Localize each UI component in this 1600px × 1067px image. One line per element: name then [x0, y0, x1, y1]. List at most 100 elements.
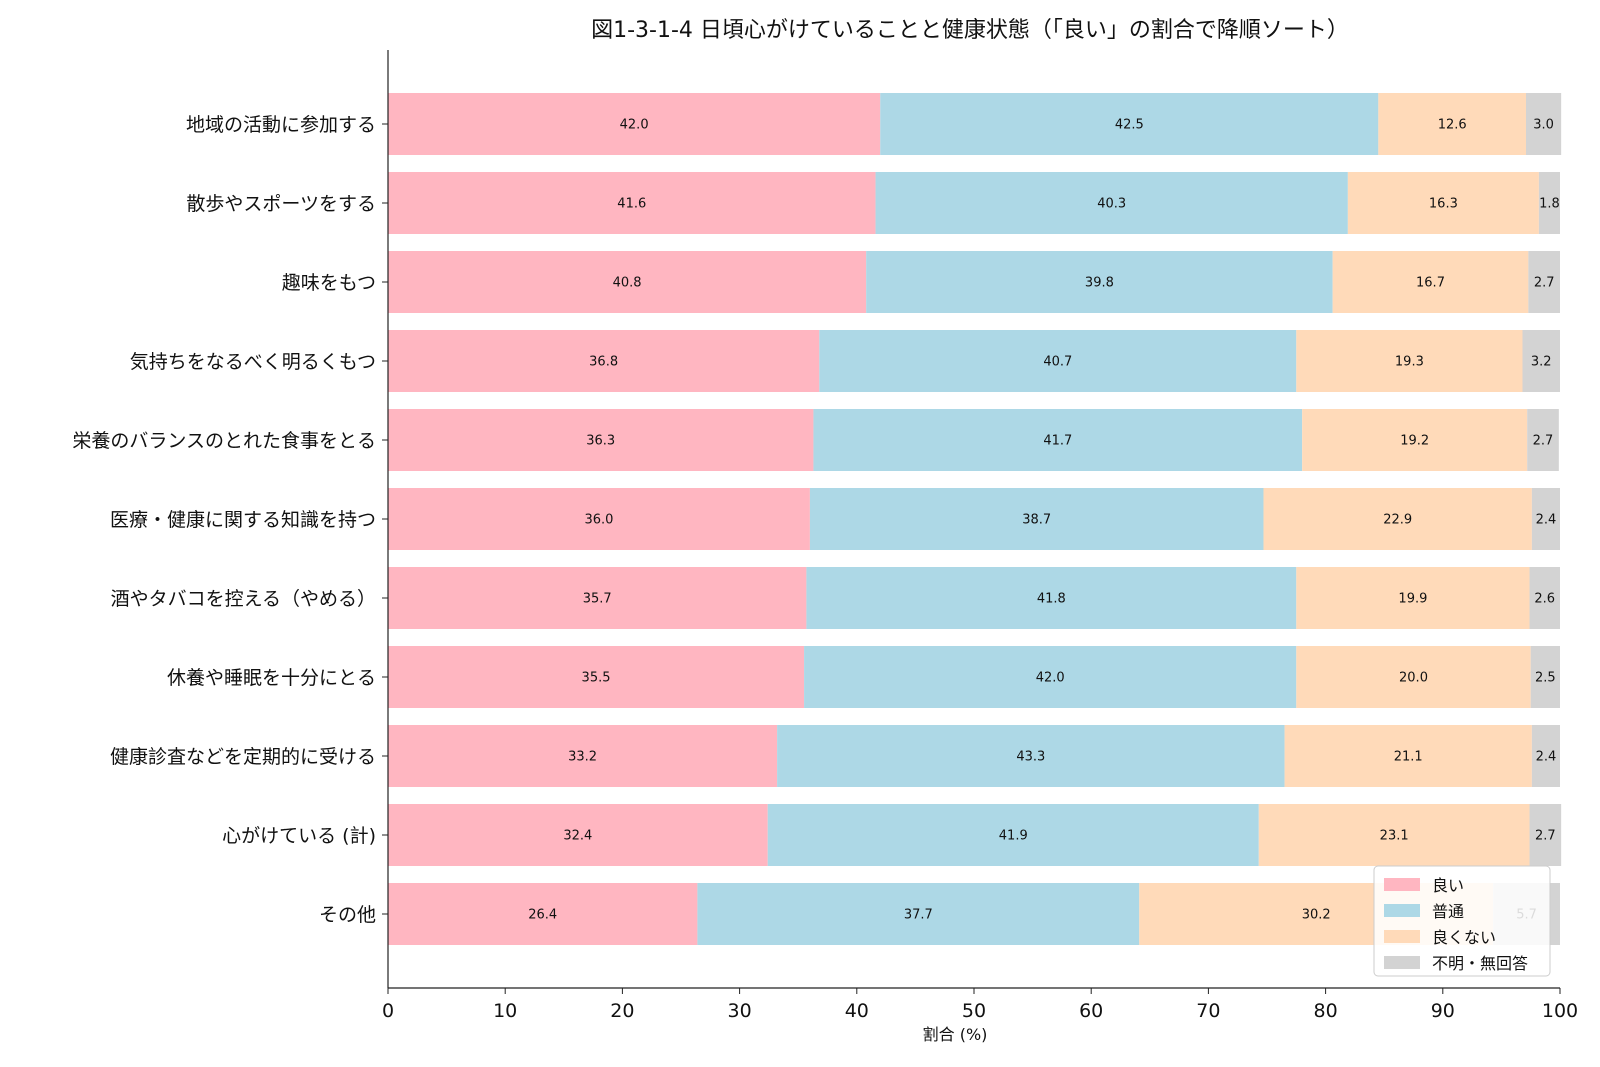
- data-label: 16.7: [1416, 276, 1445, 291]
- bar-segment: [1258, 804, 1530, 866]
- data-label: 2.4: [1536, 750, 1557, 765]
- category-label: 酒やタバコを控える（やめる）: [111, 588, 376, 610]
- data-label: 42.0: [620, 118, 649, 133]
- bar-segment: [880, 93, 1379, 155]
- data-label: 1.8: [1539, 197, 1560, 212]
- x-axis-label: 割合 (%): [923, 1025, 988, 1044]
- data-label: 40.8: [613, 276, 642, 291]
- data-label: 35.7: [583, 592, 612, 607]
- x-tick-label: 30: [728, 1000, 752, 1022]
- x-tick-label: 100: [1542, 1000, 1578, 1022]
- bar-segment: [1347, 172, 1539, 234]
- bar-segment: [388, 251, 867, 313]
- bar-segment: [777, 725, 1285, 787]
- data-label: 37.7: [904, 908, 933, 923]
- data-label: 42.0: [1036, 671, 1065, 686]
- labels-layer: 42.0 42.5 12.6 3.0 41.6 40.3 16.3 1.8 40.8 39.8 16…: [528, 118, 1560, 923]
- legend-label: 良い: [1432, 876, 1464, 895]
- bar-segment: [388, 172, 876, 234]
- data-label: 41.7: [1043, 434, 1072, 449]
- category-label: 地域の活動に参加する: [186, 114, 376, 136]
- x-tick-label: 90: [1431, 1000, 1455, 1022]
- bar-segment: [1538, 172, 1560, 234]
- data-label: 21.1: [1394, 750, 1423, 765]
- bar-segment: [388, 646, 805, 708]
- data-label: 3.2: [1531, 355, 1552, 370]
- bar-segment: [866, 251, 1333, 313]
- bar-segment: [697, 883, 1140, 945]
- data-label: 36.3: [586, 434, 615, 449]
- axes-layer: 地域の活動に参加する散歩やスポーツをする趣味をもつ気持ちをなるべく明るくもつ栄養…: [72, 50, 1578, 1022]
- bar-segment: [388, 567, 807, 629]
- data-label: 2.6: [1534, 592, 1555, 607]
- x-tick-label: 20: [610, 1000, 634, 1022]
- data-label: 19.2: [1400, 434, 1429, 449]
- bar-segment: [767, 804, 1259, 866]
- legend-swatch: [1384, 956, 1420, 969]
- data-label: 36.0: [584, 513, 613, 528]
- bar-segment: [1296, 646, 1531, 708]
- data-label: 19.3: [1395, 355, 1424, 370]
- bar-segment: [1296, 567, 1530, 629]
- bars-layer: [388, 93, 1562, 945]
- bar-segment: [813, 409, 1303, 471]
- bar-segment: [806, 567, 1297, 629]
- bar-segment: [875, 172, 1348, 234]
- bar-segment: [1302, 409, 1528, 471]
- data-label: 41.8: [1037, 592, 1066, 607]
- x-tick-label: 0: [382, 1000, 394, 1022]
- bar-segment: [819, 330, 1297, 392]
- category-label: その他: [319, 904, 376, 926]
- data-label: 2.5: [1535, 671, 1556, 686]
- bar-segment: [1531, 725, 1560, 787]
- chart-title: 図1-3-1-4 日頃心がけていることと健康状態（「良い」の割合で降順ソート）: [591, 18, 1349, 43]
- legend-box: [1373, 865, 1551, 977]
- data-label: 2.7: [1535, 829, 1556, 844]
- data-label: 40.3: [1097, 197, 1126, 212]
- data-label: 12.6: [1438, 118, 1467, 133]
- bar-segment: [1263, 488, 1532, 550]
- category-label: 休養や睡眠を十分にとる: [167, 667, 376, 689]
- data-label: 41.9: [999, 829, 1028, 844]
- legend-swatch: [1384, 878, 1420, 891]
- bar-segment: [388, 804, 768, 866]
- data-label: 33.2: [568, 750, 597, 765]
- bar-segment: [1296, 330, 1523, 392]
- category-label: 心がけている (計): [222, 825, 376, 847]
- legend-label: 不明・無回答: [1432, 954, 1528, 973]
- legend-swatch: [1384, 930, 1420, 943]
- bar-segment: [1522, 330, 1560, 392]
- category-label: 趣味をもつ: [282, 272, 376, 294]
- bar-segment: [388, 330, 820, 392]
- category-label: 気持ちをなるべく明るくもつ: [130, 351, 376, 373]
- data-label: 30.2: [1302, 908, 1331, 923]
- data-label: 2.7: [1534, 276, 1555, 291]
- bar-segment: [1531, 488, 1560, 550]
- data-label: 20.0: [1399, 671, 1428, 686]
- category-label: 健康診査などを定期的に受ける: [110, 746, 376, 768]
- legend-label: 普通: [1432, 902, 1464, 921]
- bar-segment: [1284, 725, 1532, 787]
- legend-label: 良くない: [1432, 928, 1496, 947]
- data-label: 26.4: [528, 908, 557, 923]
- bar-segment: [388, 488, 810, 550]
- data-label: 32.4: [563, 829, 592, 844]
- bar-segment: [1332, 251, 1529, 313]
- bar-segment: [1529, 567, 1560, 629]
- data-label: 41.6: [617, 197, 646, 212]
- bar-segment: [1527, 409, 1559, 471]
- data-label: 2.4: [1536, 513, 1557, 528]
- data-label: 22.9: [1383, 513, 1412, 528]
- data-label: 16.3: [1429, 197, 1458, 212]
- bar-segment: [388, 725, 778, 787]
- category-label: 散歩やスポーツをする: [186, 193, 376, 215]
- bar-segment: [809, 488, 1264, 550]
- bar-segment: [1529, 804, 1562, 866]
- data-label: 38.7: [1022, 513, 1051, 528]
- x-tick-label: 50: [962, 1000, 986, 1022]
- x-tick-label: 80: [1314, 1000, 1338, 1022]
- x-tick-label: 60: [1079, 1000, 1103, 1022]
